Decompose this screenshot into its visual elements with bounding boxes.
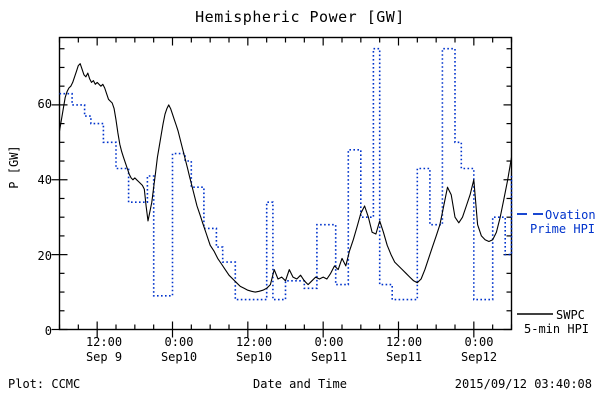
legend-label-swpc-2: 5-min HPI	[524, 322, 590, 336]
x-tick-time-2: 12:00	[235, 335, 273, 349]
series-line-swpc-5min-hpi	[58, 63, 513, 293]
x-tick-date-0: Sep 9	[85, 350, 123, 364]
plot-credit: Plot: CCMC	[8, 377, 81, 391]
x-tick-time-1: 0:00	[164, 335, 194, 349]
y-tick-label-60: 60	[37, 97, 52, 111]
x-tick-time-3: 0:00	[314, 335, 344, 349]
series-line-ovation-prime-hpi	[59, 47, 513, 301]
x-tick-date-5: Sep12	[460, 350, 498, 364]
x-tick-date-4: Sep11	[385, 350, 423, 364]
y-tick-label-20: 20	[37, 249, 52, 263]
x-tick-time-5: 0:00	[464, 335, 494, 349]
legend-label-ovation-1: Ovation	[545, 208, 596, 222]
x-tick-date-2: Sep10	[235, 350, 273, 364]
legend-label-ovation-2: Prime HPI	[530, 222, 596, 236]
legend-label-swpc-1: SWPC	[556, 308, 585, 322]
y-tick-label-0: 0	[44, 324, 52, 338]
generation-timestamp: 2015/09/12 03:40:08	[454, 377, 592, 391]
y-axis-ticks	[51, 48, 512, 331]
x-tick-time-4: 12:00	[385, 335, 423, 349]
x-axis-ticks	[58, 37, 513, 338]
y-tick-label-40: 40	[37, 173, 52, 187]
chart-title: Hemispheric Power [GW]	[195, 8, 405, 26]
x-axis-label: Date and Time	[253, 377, 347, 391]
x-tick-date-3: Sep11	[310, 350, 348, 364]
x-tick-time-0: 12:00	[85, 335, 123, 349]
x-tick-date-1: Sep10	[160, 350, 198, 364]
